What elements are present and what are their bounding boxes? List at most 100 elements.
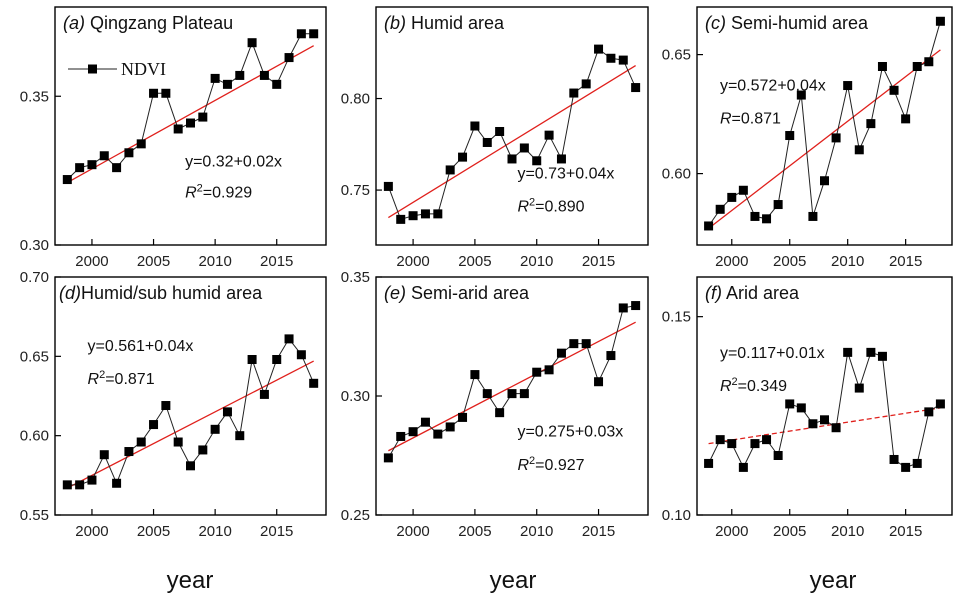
ndvi-data-point xyxy=(75,480,85,490)
ndvi-data-point xyxy=(877,351,887,361)
ndvi-data-point xyxy=(820,415,829,425)
ndvi-data-point xyxy=(482,137,492,147)
ndvi-data-point xyxy=(594,44,604,54)
x-tick-label: 2000 xyxy=(75,523,108,540)
panel-f: 0.10 0.15 2000 2005 2010 2015 (f) Arid area y=0… xyxy=(662,276,953,540)
regression-equation: y=0.561+0.04x xyxy=(88,338,194,355)
panel-d: 0.55 0.60 0.65 0.70 2000 2005 2010 2015 (d)Humid… xyxy=(20,269,327,540)
ndvi-data-point xyxy=(433,209,443,219)
y-tick-label: 0.30 xyxy=(20,237,49,254)
ndvi-data-point xyxy=(618,303,628,313)
ndvi-data-point xyxy=(408,427,418,437)
trend-line xyxy=(388,65,636,219)
ndvi-data-point xyxy=(889,454,899,464)
ndvi-data-point xyxy=(495,408,505,418)
ndvi-data-point xyxy=(854,383,864,393)
ndvi-data-point xyxy=(631,301,641,311)
ndvi-data-point xyxy=(309,29,319,39)
ndvi-data-point xyxy=(112,163,122,173)
x-axis-label-middle: year xyxy=(490,567,537,594)
x-tick-label: 2005 xyxy=(137,523,170,540)
ndvi-data-point xyxy=(99,151,109,161)
ndvi-data-point xyxy=(808,419,818,429)
x-tick-label: 2005 xyxy=(137,253,170,270)
regression-equation: y=0.572+0.04x xyxy=(720,77,826,94)
panel-title: (d)Humid/sub humid area xyxy=(59,283,263,303)
ndvi-data-point xyxy=(99,450,109,460)
ndvi-data-point xyxy=(738,462,748,472)
y-tick-label: 0.60 xyxy=(20,428,49,445)
ndvi-data-point xyxy=(935,16,945,26)
ndvi-data-point xyxy=(569,88,579,98)
ndvi-data-point xyxy=(569,339,579,349)
ndvi-data-point xyxy=(507,154,517,164)
ndvi-data-point xyxy=(495,126,505,136)
ndvi-data-point xyxy=(222,407,232,417)
x-tick-label: 2010 xyxy=(198,253,231,270)
ndvi-data-point xyxy=(606,351,616,361)
ndvi-data-point xyxy=(396,431,406,441)
panel-title: (a) Qingzang Plateau xyxy=(63,13,233,33)
x-tick-label: 2010 xyxy=(831,253,864,270)
ndvi-data-point xyxy=(773,200,783,210)
y-tick-label: 0.75 xyxy=(341,182,370,199)
ndvi-data-point xyxy=(704,221,714,231)
ndvi-data-point xyxy=(594,377,604,387)
ndvi-data-point xyxy=(796,403,806,413)
legend-label: NDVI xyxy=(121,59,166,79)
ndvi-data-point xyxy=(544,365,554,375)
y-tick-label: 0.30 xyxy=(341,388,370,405)
ndvi-data-point xyxy=(762,214,772,224)
ndvi-data-point xyxy=(704,458,714,468)
ndvi-data-point xyxy=(161,401,171,411)
x-tick-label: 2000 xyxy=(715,253,748,270)
ndvi-data-point xyxy=(396,214,406,224)
r-squared-label: R2=0.349 xyxy=(720,376,787,395)
x-tick-label: 2005 xyxy=(773,253,806,270)
ndvi-data-point xyxy=(631,83,641,93)
ndvi-data-point xyxy=(866,119,876,129)
ndvi-data-point xyxy=(750,211,760,221)
ndvi-data-point xyxy=(136,139,146,149)
ndvi-data-point xyxy=(259,70,269,80)
ndvi-data-point xyxy=(532,367,542,377)
panel-title: (b) Humid area xyxy=(384,13,505,33)
y-tick-label: 0.70 xyxy=(20,269,49,286)
ndvi-data-point xyxy=(445,422,455,432)
r-squared-label: R2=0.890 xyxy=(517,197,584,216)
ndvi-data-point xyxy=(924,57,934,67)
x-tick-label: 2000 xyxy=(396,253,429,270)
plot-frame xyxy=(375,6,649,246)
ndvi-data-point xyxy=(433,429,443,439)
ndvi-data-point xyxy=(296,29,306,39)
x-tick-label: 2015 xyxy=(582,523,615,540)
ndvi-data-point xyxy=(296,350,306,360)
x-tick-label: 2010 xyxy=(520,253,553,270)
panel-title: (e) Semi-arid area xyxy=(384,283,530,303)
ndvi-data-point xyxy=(259,389,269,399)
y-tick-label: 0.65 xyxy=(20,348,49,365)
ndvi-data-point xyxy=(247,38,257,48)
x-tick-label: 2000 xyxy=(396,523,429,540)
ndvi-data-point xyxy=(75,163,85,173)
ndvi-data-point xyxy=(124,148,134,158)
ndvi-data-point xyxy=(796,90,806,100)
ndvi-data-point xyxy=(606,53,616,63)
r-squared-label: R2=0.927 xyxy=(517,455,584,474)
ndvi-data-point xyxy=(738,185,748,195)
plot-frame xyxy=(54,6,327,246)
ndvi-data-point xyxy=(272,355,282,365)
ndvi-data-point xyxy=(912,458,922,468)
y-tick-label: 0.55 xyxy=(20,507,49,524)
ndvi-data-point xyxy=(124,447,134,457)
x-tick-label: 2015 xyxy=(260,523,293,540)
x-tick-label: 2010 xyxy=(520,523,553,540)
ndvi-data-point xyxy=(210,424,220,434)
ndvi-data-point xyxy=(854,145,864,155)
ndvi-data-point xyxy=(87,475,97,485)
ndvi-series-line xyxy=(708,351,941,469)
x-tick-label: 2015 xyxy=(582,253,615,270)
ndvi-data-point xyxy=(149,420,159,430)
y-tick-label: 0.35 xyxy=(341,269,370,286)
ndvi-data-point xyxy=(420,417,430,427)
